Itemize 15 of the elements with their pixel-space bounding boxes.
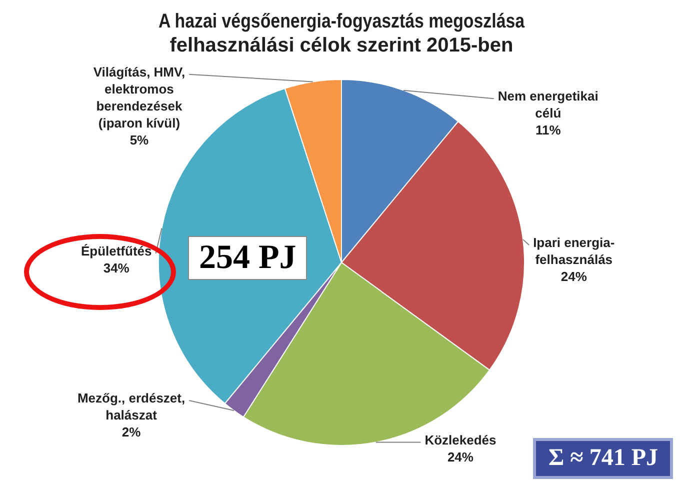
data-label: 2% (122, 424, 142, 440)
data-label: 34% (103, 260, 130, 276)
data-label: 24% (447, 449, 474, 464)
slice-label: Épületfűtés (80, 244, 152, 259)
slice-label: Világítás, HMV, elektromos berendezések (iparon kívül) (93, 64, 186, 130)
slice-label: Mezőg., erdészet, halászat (77, 390, 186, 423)
text: 254 PJ (188, 236, 308, 280)
data-label: 24% (560, 269, 588, 284)
chart-title: A hazai végsőenergia-fogyasztás megoszlása felhasználási célok szerint 2015-ben (158, 9, 526, 57)
slice-label: Közlekedés (424, 432, 496, 448)
slice-label: Ipari energia-felhasználás (533, 235, 615, 268)
text: Σ ≈ 741 PJ (533, 438, 673, 479)
data-label: 11% (535, 122, 562, 138)
slice-label: Nem energetikai célú (498, 88, 598, 121)
data-label: 5% (130, 132, 150, 148)
